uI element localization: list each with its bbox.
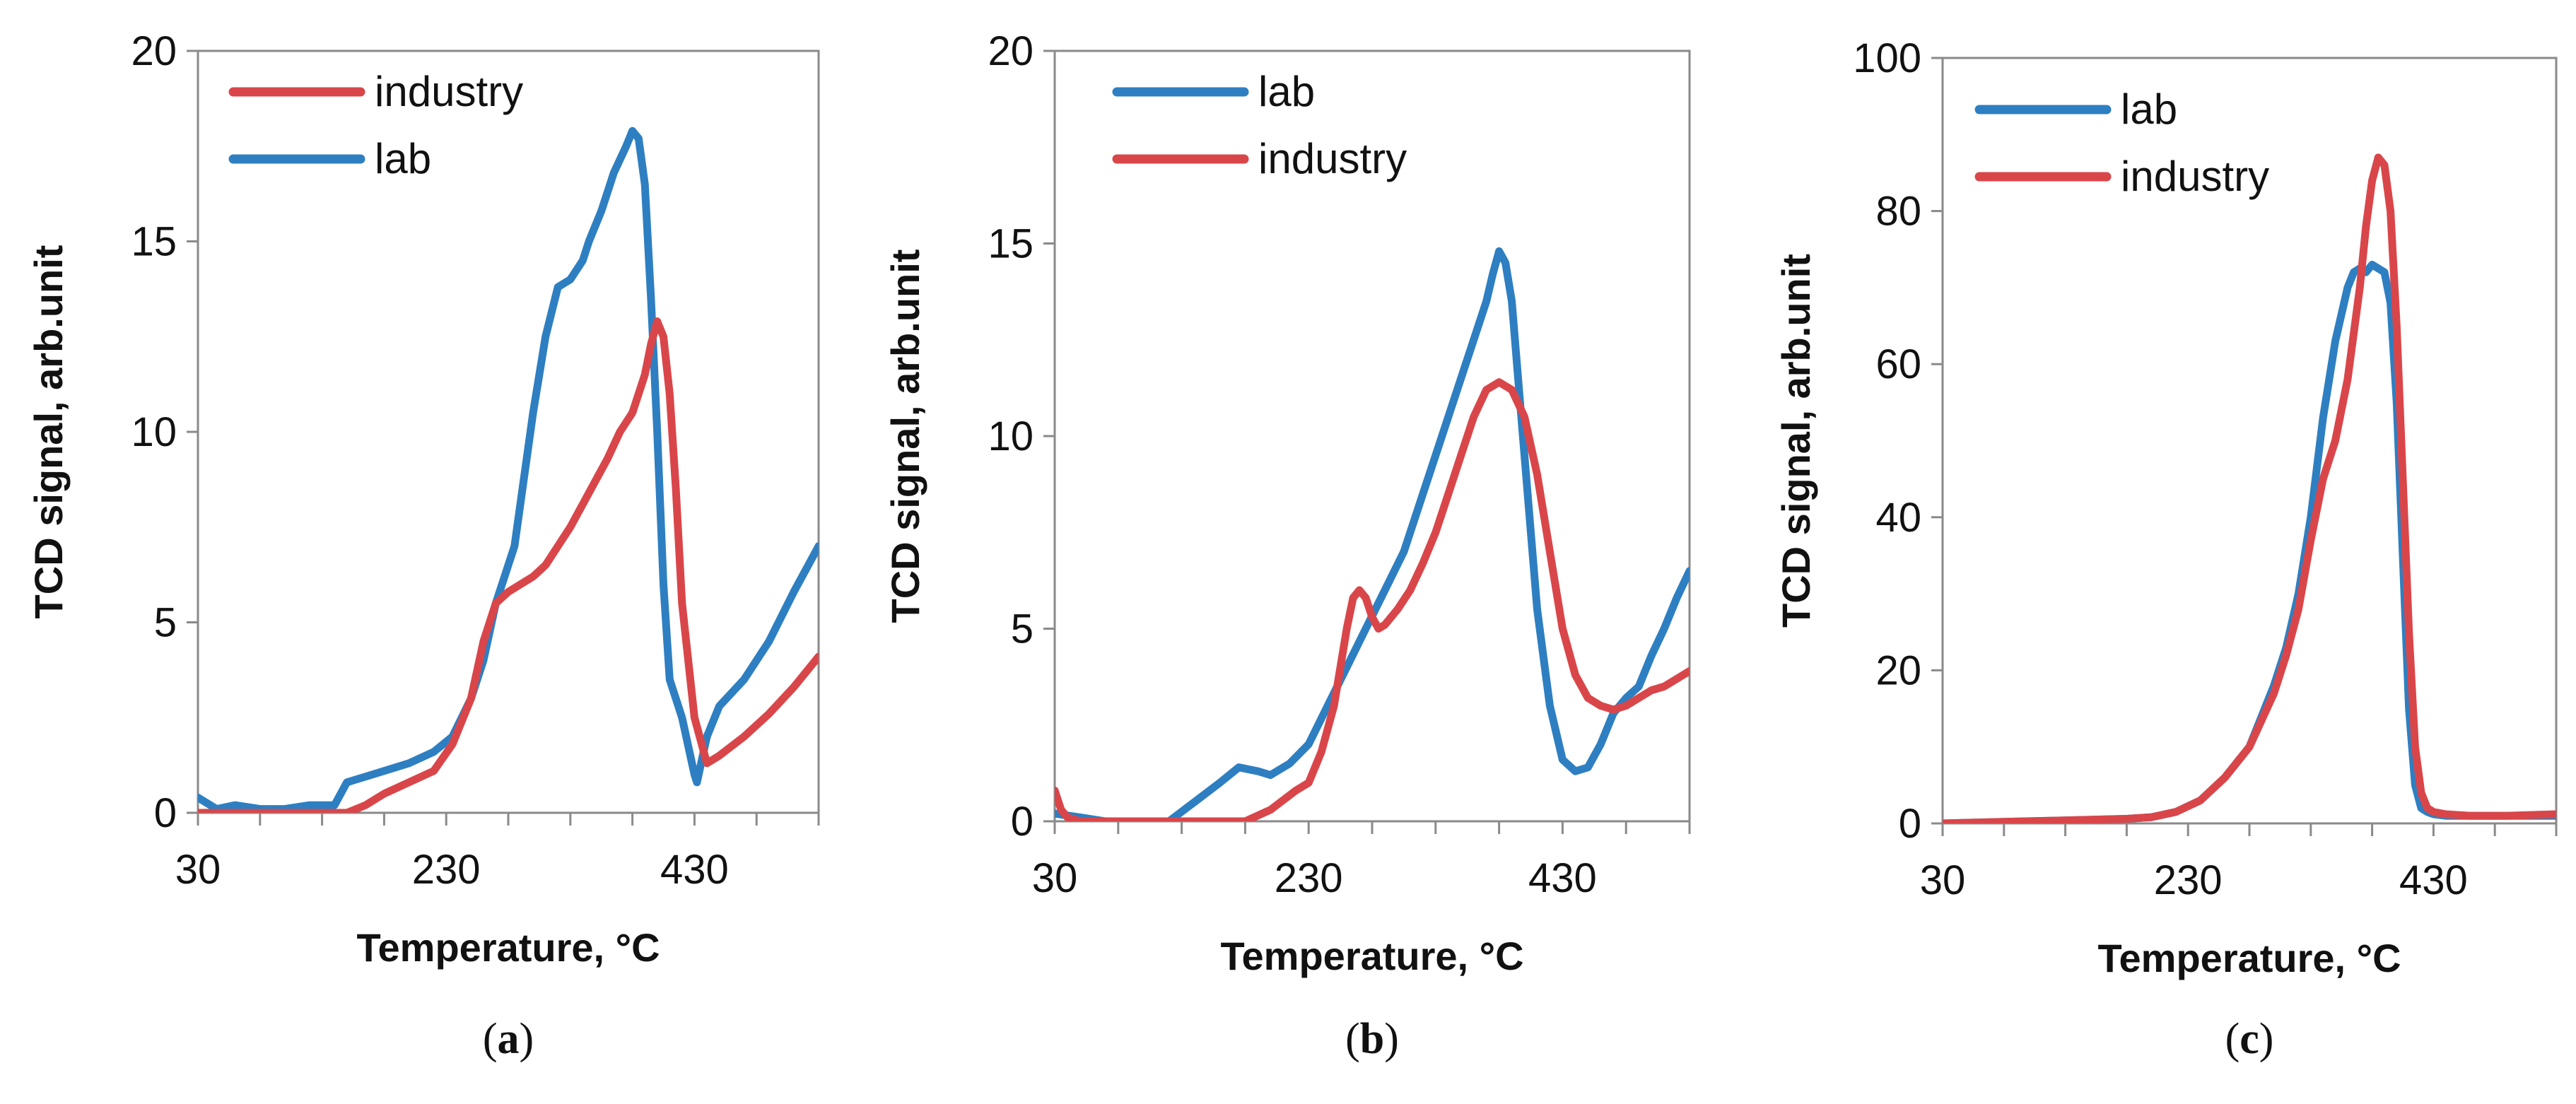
series-line-industry <box>1055 378 1690 821</box>
y-tick-label: 100 <box>1853 35 1921 81</box>
x-tick-label: 430 <box>660 847 729 893</box>
y-tick-label: 15 <box>131 219 177 265</box>
x-tick-label: 230 <box>2154 857 2223 903</box>
panel-label: (c) <box>2225 1015 2274 1063</box>
y-tick-label: 0 <box>154 790 177 836</box>
y-axis-title: TCD signal, arb.unit <box>883 249 927 623</box>
y-tick-label: 5 <box>1011 606 1034 652</box>
x-tick-label: 230 <box>1275 855 1343 901</box>
panel-letter: b <box>1360 1015 1384 1063</box>
x-tick-label: 430 <box>2399 857 2468 903</box>
legend-label-lab: lab <box>375 135 431 182</box>
x-tick-label: 430 <box>1528 855 1597 901</box>
legend-label-industry: industry <box>375 68 523 115</box>
x-axis-title: Temperature, °C <box>2097 936 2401 980</box>
legend-label-industry: industry <box>2121 153 2269 200</box>
panel-label: (a) <box>483 1015 534 1063</box>
series-line-lab <box>198 127 819 813</box>
x-tick-label: 230 <box>412 847 481 893</box>
panel-label: (b) <box>1345 1015 1399 1063</box>
y-axis-title: TCD signal, arb.unit <box>26 245 71 619</box>
y-tick-label: 20 <box>1875 647 1921 693</box>
y-tick-label: 10 <box>131 409 177 455</box>
y-axis-title: TCD signal, arb.unit <box>1774 254 1818 628</box>
x-axis-title: Temperature, °C <box>356 925 660 970</box>
x-tick-label: 30 <box>175 847 221 893</box>
x-tick-label: 30 <box>1032 855 1078 901</box>
y-tick-label: 10 <box>988 413 1034 459</box>
series-line-industry <box>198 317 819 813</box>
y-tick-label: 60 <box>1875 341 1921 387</box>
x-tick-label: 30 <box>1920 857 1966 903</box>
legend-label-industry: industry <box>1258 135 1407 182</box>
chart-panel-c: 0 20 40 60 80 100 30 230 430 Temperature, °C TCD s… <box>1774 35 2558 1063</box>
legend-label-lab: lab <box>2121 86 2177 133</box>
y-tick-label: 80 <box>1875 189 1921 235</box>
y-tick-label: 20 <box>131 28 177 74</box>
y-tick-label: 5 <box>154 600 177 646</box>
panel-letter: c <box>2240 1015 2259 1063</box>
panel-letter: a <box>498 1015 520 1063</box>
y-tick-label: 40 <box>1875 495 1921 541</box>
y-tick-label: 15 <box>988 221 1034 267</box>
legend-label-lab: lab <box>1258 68 1315 115</box>
x-axis-title: Temperature, °C <box>1220 934 1523 978</box>
series-line-industry <box>1943 153 2556 823</box>
y-tick-label: 20 <box>988 28 1034 74</box>
y-tick-label: 0 <box>1899 801 1921 847</box>
y-tick-label: 0 <box>1011 799 1034 845</box>
series-line-lab <box>1055 247 1690 821</box>
